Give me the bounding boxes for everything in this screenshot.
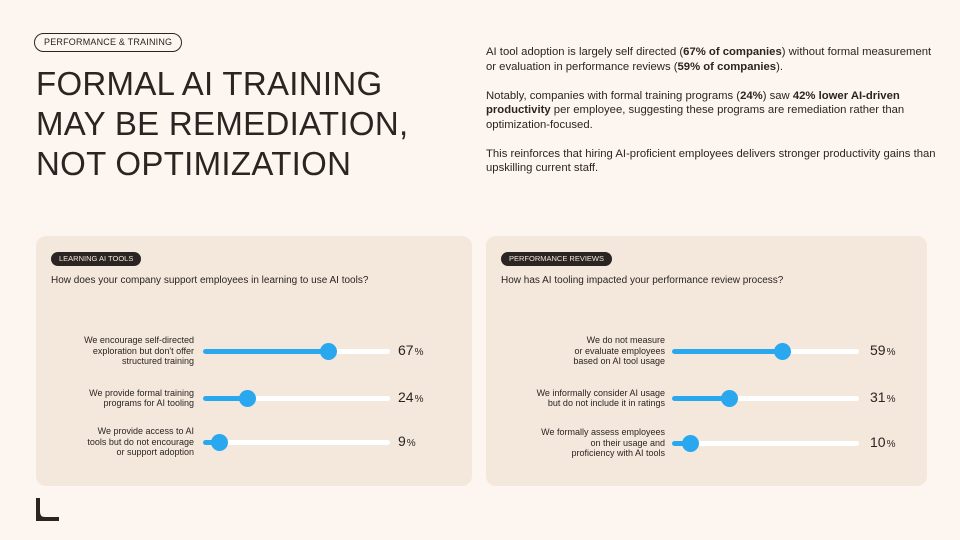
intro-text: AI tool adoption is largely self directe… <box>486 45 936 190</box>
bar-label: We provide formal training programs for A… <box>46 388 194 409</box>
bar-knob <box>319 342 337 360</box>
bar-knob <box>721 389 739 407</box>
bar-knob <box>773 342 791 360</box>
panel-badge: PERFORMANCE REVIEWS <box>501 252 613 266</box>
intro-text-run: This reinforces that hiring AI-proficien… <box>486 147 936 175</box>
bar-label-line: We provide formal training <box>89 387 194 398</box>
panel-question: How does your company support employees … <box>51 275 369 286</box>
bar-label: We do not measure or evaluate employees ba… <box>496 335 665 367</box>
bar-value-number: 31 <box>870 389 886 405</box>
bar-value-unit: % <box>414 347 424 358</box>
bar-fill <box>203 348 329 354</box>
panel-question: How has AI tooling impacted your perform… <box>501 275 784 286</box>
bar-value-label: 10% <box>870 434 895 450</box>
bar-label-line: We provide access to AI <box>97 426 194 437</box>
intro-paragraph: Notably, companies with formal training … <box>486 89 936 133</box>
bar-label: We encourage self-directed exploration bu… <box>46 335 194 367</box>
bar-value-unit: % <box>886 347 896 358</box>
bar-value-unit: % <box>886 439 896 450</box>
bar-knob <box>682 434 700 452</box>
title-line: MAY BE REMEDIATION, <box>36 105 409 142</box>
intro-highlight: 67% of companies <box>683 46 782 58</box>
bar-label-line: on their usage and <box>590 437 665 448</box>
bar-label-line: based on AI tool usage <box>573 356 665 367</box>
bar-track <box>672 342 859 360</box>
intro-highlight: 24% <box>740 89 763 102</box>
intro-highlight: 42% lower AI-driven productivity <box>486 89 900 117</box>
bar-value-label: 24% <box>398 389 423 405</box>
bar-value-number: 10 <box>870 434 886 450</box>
intro-text-run: Notably, companies with formal training … <box>486 89 741 102</box>
bar-fill <box>203 395 248 401</box>
intro-text-run: ). <box>776 60 783 73</box>
title-line: NOT OPTIMIZATION <box>36 145 352 182</box>
intro-text-run: AI tool adoption is largely self directe… <box>486 46 684 58</box>
bar-label-line: tools but do not encourage <box>87 436 194 447</box>
intro-text-run: ) without formal measurement or evaluati… <box>486 46 932 73</box>
bar-label-line: programs for AI tooling <box>103 398 194 408</box>
bar-label-line: exploration but don't offer <box>92 345 194 356</box>
performance-reviews-panel: PERFORMANCE REVIEWS How has AI tooling i… <box>486 236 927 486</box>
page-title: FORMAL AI TRAINING MAY BE REMEDIATION, N… <box>36 64 456 184</box>
intro-paragraph: This reinforces that hiring AI-proficien… <box>486 147 936 176</box>
bar-fill <box>672 395 730 401</box>
bar-value-number: 67 <box>398 342 414 358</box>
bar-value-unit: % <box>414 394 424 405</box>
bar-value-label: 31% <box>870 389 895 405</box>
bar-label: We provide access to AI tools but do not … <box>46 426 194 458</box>
bar-label-line: proficiency with AI tools <box>571 448 665 459</box>
bar-track <box>203 389 390 407</box>
bar-value-label: 59% <box>870 342 895 358</box>
bar-label-line: or evaluate employees <box>574 345 665 356</box>
bar-track <box>672 434 859 452</box>
bar-label-line: We do not measure <box>586 335 665 346</box>
bar-value-number: 59 <box>870 342 886 358</box>
intro-text-run: ) saw <box>762 89 793 102</box>
panel-badge: LEARNING AI TOOLS <box>51 252 142 266</box>
bar-label: We formally assess employees on their usa… <box>496 427 665 459</box>
bar-track <box>203 433 390 451</box>
bar-label-line: structured training <box>121 356 194 367</box>
company-logo-icon <box>36 498 59 521</box>
bar-label-line: We formally assess employees <box>541 427 665 438</box>
bar-fill <box>672 440 691 446</box>
section-tag: PERFORMANCE & TRAINING <box>34 33 183 52</box>
bar-fill <box>672 348 783 354</box>
bar-value-unit: % <box>886 394 896 405</box>
bar-label-line: but do not include it in ratings <box>547 398 665 408</box>
bar-knob <box>211 433 229 451</box>
bar-label: We informally consider AI usage but do no… <box>496 388 665 409</box>
bar-value-number: 9 <box>398 433 406 449</box>
bar-value-label: 67% <box>398 342 423 358</box>
bar-value-label: 9% <box>398 433 416 449</box>
intro-highlight: 59% of companies <box>677 60 777 73</box>
intro-text-run: per employee, suggesting these programs … <box>486 104 905 131</box>
bar-label-line: or support adoption <box>116 447 194 458</box>
learning-ai-tools-panel: LEARNING AI TOOLS How does your company … <box>36 236 472 486</box>
intro-paragraph: AI tool adoption is largely self directe… <box>486 45 936 74</box>
bar-value-unit: % <box>406 438 416 449</box>
bar-label-line: We encourage self-directed <box>84 335 194 346</box>
bar-knob <box>239 389 257 407</box>
bar-track <box>203 342 390 360</box>
title-line: FORMAL AI TRAINING <box>36 65 383 102</box>
bar-track <box>672 389 859 407</box>
bar-label-line: We informally consider AI usage <box>536 387 665 398</box>
bar-value-number: 24 <box>398 389 414 405</box>
